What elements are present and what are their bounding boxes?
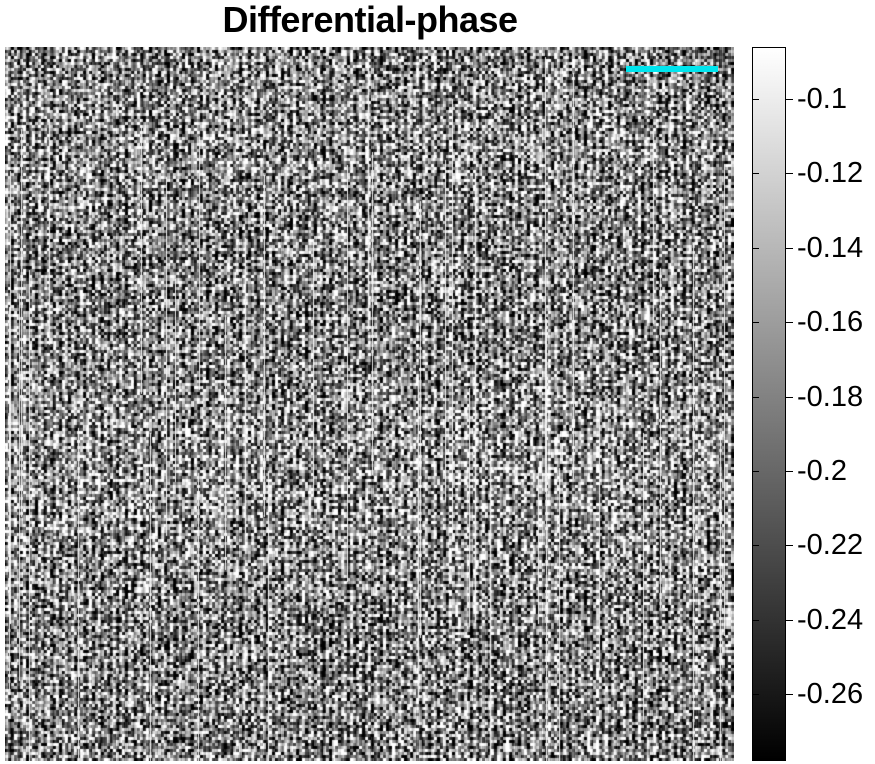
colorbar-tick-label: -0.12 [797, 157, 864, 189]
colorbar-tick-inner [752, 694, 759, 695]
colorbar-tick-label: -0.1 [797, 83, 847, 115]
colorbar-tick-label: -0.16 [797, 306, 864, 338]
colorbar-tick-inner [752, 620, 759, 621]
colorbar-tick [786, 471, 793, 472]
phase-image [5, 47, 734, 761]
colorbar [752, 47, 786, 761]
colorbar-tick-label: -0.22 [797, 529, 864, 561]
colorbar-tick-inner [752, 471, 759, 472]
figure-title: Differential-phase [222, 0, 518, 40]
colorbar-tick-inner [752, 545, 759, 546]
colorbar-tick [786, 545, 793, 546]
colorbar-tick-inner [752, 173, 759, 174]
colorbar-tick [786, 99, 793, 100]
colorbar-tick-label: -0.18 [797, 381, 864, 413]
colorbar-tick [786, 694, 793, 695]
colorbar-tick [786, 397, 793, 398]
colorbar-tick-inner [752, 248, 759, 249]
colorbar-tick-label: -0.26 [797, 678, 864, 710]
colorbar-tick-label: -0.24 [797, 604, 864, 636]
noise-texture-canvas [5, 47, 734, 761]
colorbar-tick [786, 248, 793, 249]
colorbar-tick [786, 322, 793, 323]
colorbar-tick-inner [752, 397, 759, 398]
colorbar-tick-inner [752, 99, 759, 100]
colorbar-tick [786, 620, 793, 621]
colorbar-tick-label: -0.2 [797, 455, 847, 487]
colorbar-tick [786, 173, 793, 174]
colorbar-tick-label: -0.14 [797, 232, 864, 264]
colorbar-tick-inner [752, 322, 759, 323]
scale-bar [626, 66, 718, 72]
